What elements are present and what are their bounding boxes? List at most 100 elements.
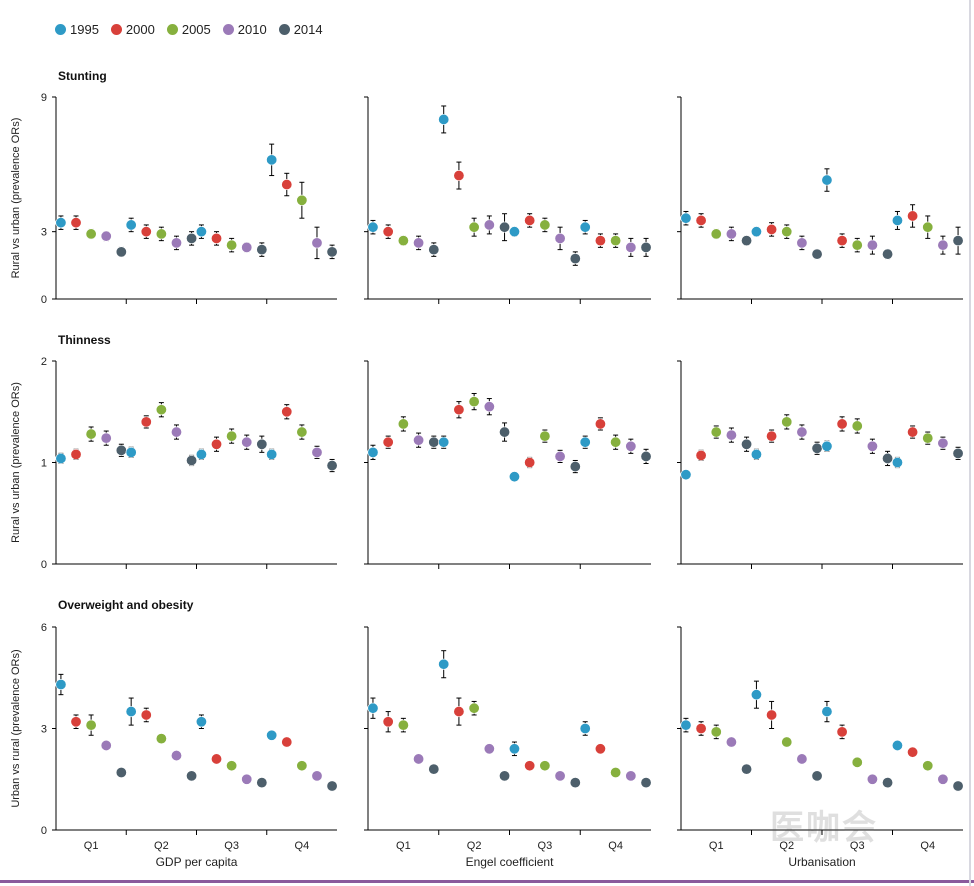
data-point-2014 [499, 426, 511, 438]
x-tick-label: Q3 [850, 840, 865, 852]
data-point-2005 [922, 221, 934, 233]
y-tick-label: 0 [41, 825, 47, 837]
data-point-1995 [821, 706, 833, 718]
data-point-2010 [413, 753, 425, 765]
x-tick-label: Q4 [608, 840, 623, 852]
data-point-2010 [866, 440, 878, 452]
data-point-2010 [241, 773, 253, 785]
data-point-2010 [170, 750, 182, 762]
data-point-2000 [211, 438, 223, 450]
legend-item-2005: 2005 [166, 22, 211, 37]
data-point-2005 [922, 760, 934, 772]
data-point-2014 [115, 766, 127, 778]
data-point-1995 [195, 226, 207, 238]
data-point-2010 [625, 440, 637, 452]
data-point-2000 [453, 706, 465, 718]
data-point-1995 [750, 689, 762, 701]
data-point-2014 [499, 221, 511, 233]
data-point-2005 [781, 416, 793, 428]
data-point-2000 [766, 430, 778, 442]
data-point-2005 [155, 404, 167, 416]
data-point-2010 [170, 237, 182, 249]
data-point-2005 [610, 766, 622, 778]
data-point-2010 [725, 429, 737, 441]
data-point-2005 [397, 235, 409, 247]
data-point-2005 [781, 226, 793, 238]
data-point-2010 [100, 739, 112, 751]
data-point-2010 [311, 770, 323, 782]
row-title: Stunting [58, 69, 107, 83]
legend-label: 2010 [237, 22, 267, 37]
data-point-1995 [367, 446, 379, 458]
data-point-2014 [428, 436, 440, 448]
y-axis-label: Rural vs urban (prevalence ORs) [10, 382, 22, 543]
data-point-2010 [311, 446, 323, 458]
data-point-2000 [907, 746, 919, 758]
data-point-2005 [85, 428, 97, 440]
data-point-2005 [539, 430, 551, 442]
data-point-1995 [195, 448, 207, 460]
data-point-2014 [882, 248, 894, 260]
data-point-2000 [281, 736, 293, 748]
data-point-1995 [750, 448, 762, 460]
data-point-2000 [453, 404, 465, 416]
legend-dot-icon [278, 24, 290, 35]
data-point-2005 [226, 239, 238, 251]
data-point-2000 [695, 722, 707, 734]
legend-label: 2014 [293, 22, 323, 37]
data-point-2014 [640, 241, 652, 253]
data-point-2005 [710, 228, 722, 240]
data-point-2005 [710, 726, 722, 738]
data-point-2005 [226, 760, 238, 772]
data-point-2000 [836, 235, 848, 247]
data-point-2000 [594, 743, 606, 755]
data-point-2005 [922, 432, 934, 444]
data-point-2010 [625, 770, 637, 782]
data-point-2000 [836, 726, 848, 738]
data-point-2005 [851, 420, 863, 432]
data-point-2000 [382, 436, 394, 448]
data-point-2010 [413, 434, 425, 446]
data-point-1995 [680, 469, 692, 481]
data-point-2005 [710, 426, 722, 438]
data-point-2014 [882, 452, 894, 464]
data-point-2000 [140, 226, 152, 238]
data-point-2000 [281, 406, 293, 418]
y-axis-label: Urban vs rural (prevalence ORs) [10, 649, 22, 807]
x-tick-label: Q4 [295, 840, 310, 852]
data-point-2005 [468, 221, 480, 233]
data-point-2014 [326, 460, 338, 472]
data-point-2010 [796, 753, 808, 765]
data-point-2010 [554, 770, 566, 782]
data-point-2000 [594, 418, 606, 430]
data-point-2005 [610, 235, 622, 247]
data-point-1995 [125, 706, 137, 718]
x-tick-label: Q3 [224, 840, 239, 852]
data-point-2014 [499, 770, 511, 782]
data-point-2014 [952, 780, 964, 792]
data-point-2014 [428, 244, 440, 256]
data-point-2005 [85, 228, 97, 240]
data-point-2010 [937, 773, 949, 785]
legend-label: 2005 [181, 22, 211, 37]
data-point-2000 [524, 760, 536, 772]
data-point-2005 [155, 733, 167, 745]
data-point-1995 [438, 113, 450, 125]
data-point-2010 [725, 228, 737, 240]
data-point-2010 [100, 432, 112, 444]
data-point-2005 [397, 719, 409, 731]
data-point-1995 [891, 739, 903, 751]
data-point-1995 [266, 154, 278, 166]
data-point-2010 [170, 426, 182, 438]
data-point-1995 [55, 217, 67, 229]
data-point-1995 [508, 226, 520, 238]
data-point-1995 [125, 446, 137, 458]
data-point-2000 [524, 214, 536, 226]
data-point-2005 [155, 228, 167, 240]
data-point-2010 [796, 426, 808, 438]
right-rule [969, 0, 971, 886]
data-point-1995 [438, 658, 450, 670]
data-point-1995 [891, 456, 903, 468]
data-point-2014 [569, 777, 581, 789]
